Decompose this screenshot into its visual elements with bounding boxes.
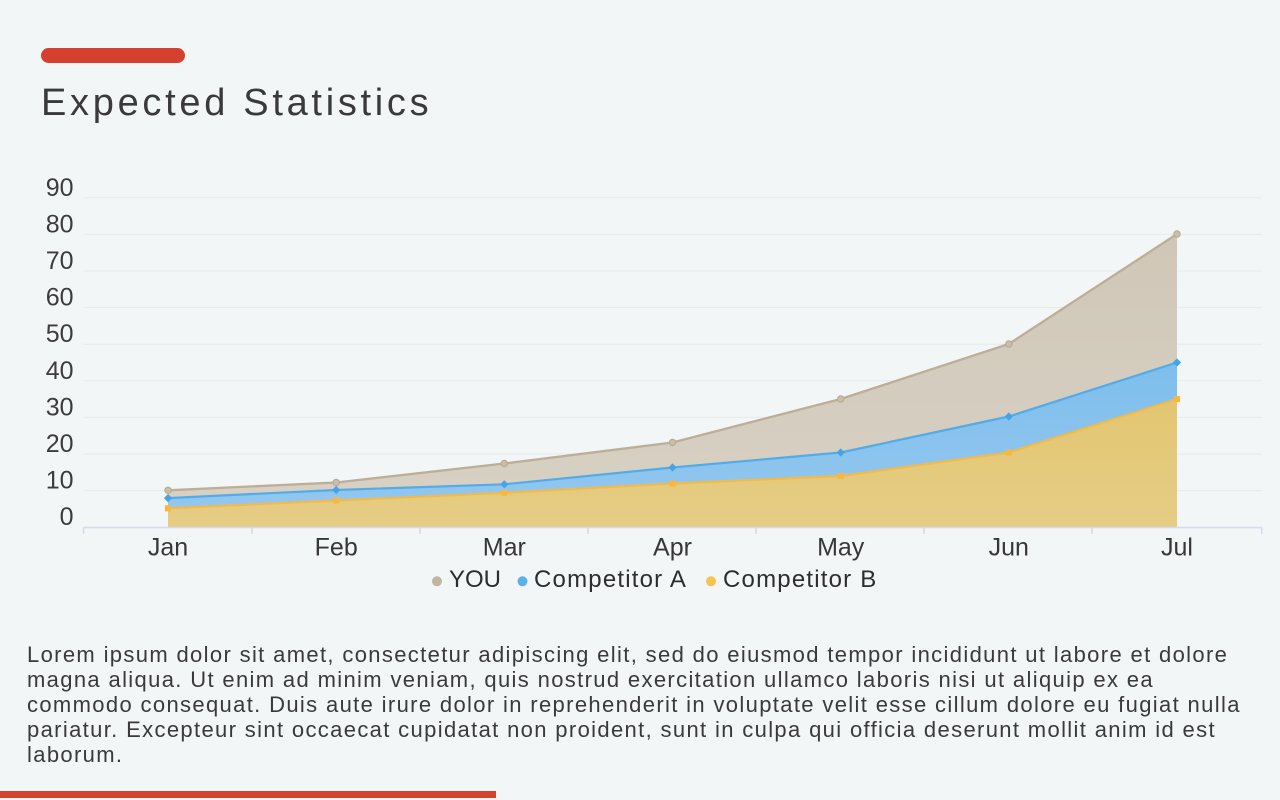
svg-text:May: May xyxy=(817,534,865,562)
svg-text:10: 10 xyxy=(46,467,74,495)
svg-text:50: 50 xyxy=(46,320,74,348)
svg-text:60: 60 xyxy=(46,284,74,312)
svg-text:90: 90 xyxy=(46,174,74,202)
svg-text:40: 40 xyxy=(46,357,74,385)
svg-text:YOU: YOU xyxy=(449,566,501,593)
svg-text:Apr: Apr xyxy=(653,534,692,562)
svg-text:Mar: Mar xyxy=(483,534,526,562)
svg-text:Feb: Feb xyxy=(315,534,358,562)
svg-text:Jan: Jan xyxy=(148,534,188,562)
svg-text:Competitor A: Competitor A xyxy=(534,566,687,593)
svg-text:0: 0 xyxy=(60,503,74,531)
svg-text:Jul: Jul xyxy=(1161,534,1193,562)
svg-text:Jun: Jun xyxy=(989,534,1029,562)
svg-text:30: 30 xyxy=(46,393,74,421)
svg-text:Competitor B: Competitor B xyxy=(723,566,877,593)
svg-text:70: 70 xyxy=(46,247,74,275)
svg-text:80: 80 xyxy=(46,210,74,238)
svg-text:20: 20 xyxy=(46,430,74,458)
